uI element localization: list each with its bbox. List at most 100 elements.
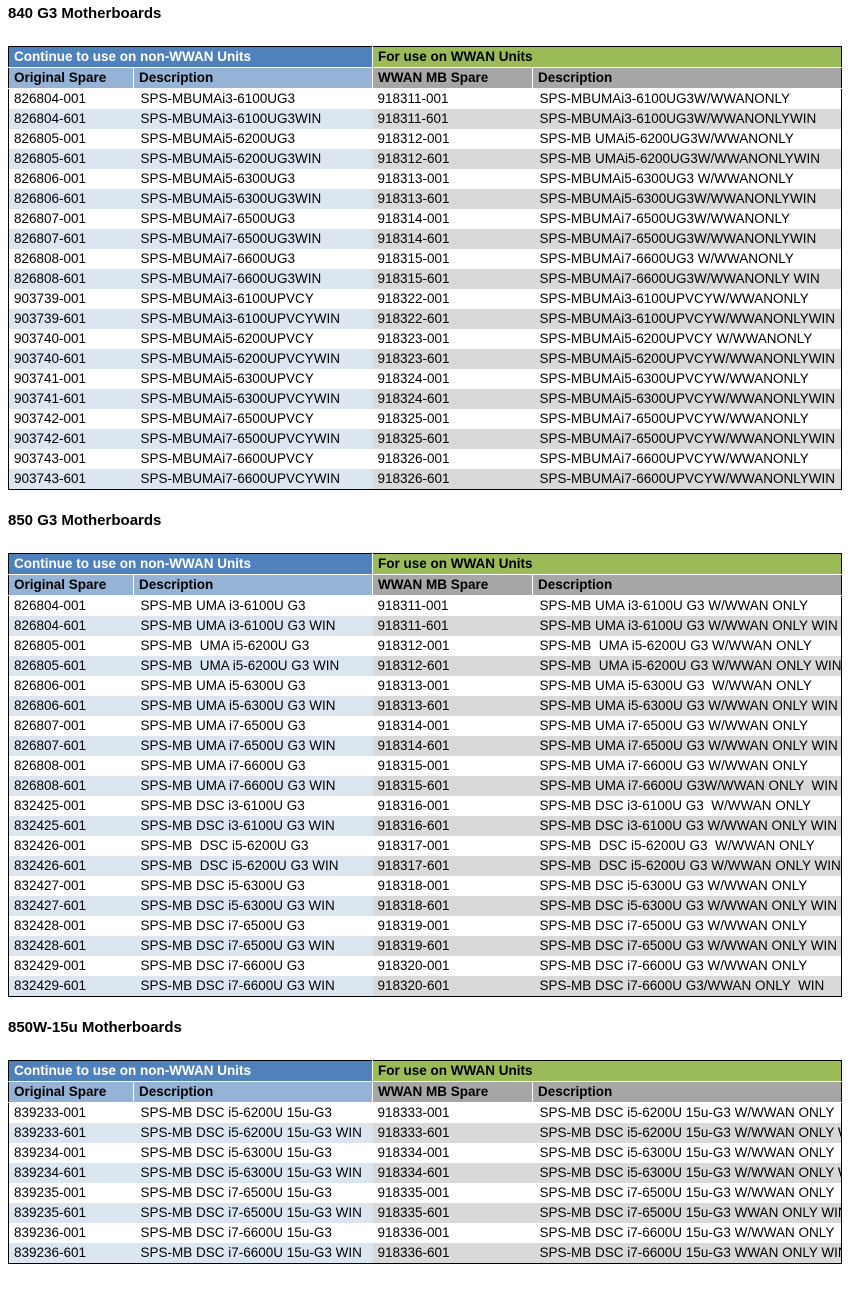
original-spare-cell: 903740-001 [8,329,134,349]
description-cell: SPS-MBUMAi7-6500UPVCY [133,409,373,429]
wwan-mb-spare-cell: 918314-001 [372,716,533,736]
wwan-mb-spare-cell: 918322-001 [372,289,533,309]
table-row: 903742-601 SPS-MBUMAi7-6500UPVCYWIN 918325… [8,429,842,449]
description-cell: SPS-MBUMAi7-6600UG3 [133,249,373,269]
wwan-description-cell: SPS-MB UMAi5-6200UG3W/WWANONLY [532,129,842,149]
original-spare-cell: 826807-001 [8,716,134,736]
description-cell: SPS-MBUMAi5-6200UPVCYWIN [133,349,373,369]
wwan-description-cell: SPS-MB UMA i5-6300U G3 W/WWAN ONLY WIN [532,696,842,716]
wwan-description-cell: SPS-MB DSC i7-6600U 15u-G3 WWAN ONLY WIN [532,1243,842,1264]
table-row: 832425-601 SPS-MB DSC i3-6100U G3 WIN 9183… [8,816,842,836]
description-cell: SPS-MBUMAi7-6600UPVCYWIN [133,469,373,490]
wwan-description-cell: SPS-MB DSC i3-6100U G3 W/WWAN ONLY WIN [532,816,842,836]
original-spare-cell: 826808-001 [8,756,134,776]
wwan-mb-spare-cell: 918315-001 [372,249,533,269]
wwan-description-cell: SPS-MBUMAi7-6600UPVCYW/WWANONLYWIN [532,469,842,490]
table-body: 839233-001 SPS-MB DSC i5-6200U 15u-G3 9183… [8,1102,842,1264]
table-row: 826804-001 SPS-MB UMA i3-6100U G3 918311-0… [8,595,842,616]
table-row: 903740-001 SPS-MBUMAi5-6200UPVCY 918323-00… [8,329,842,349]
column-header-row: Original Spare Description WWAN MB Spare… [8,67,842,89]
wwan-mb-spare-cell: 918317-601 [372,856,533,876]
column-header-description-left: Description [133,67,373,89]
wwan-description-cell: SPS-MB UMA i3-6100U G3 W/WWAN ONLY [532,595,842,616]
description-cell: SPS-MB UMA i3-6100U G3 [133,595,373,616]
wwan-mb-spare-cell: 918314-001 [372,209,533,229]
description-cell: SPS-MBUMAi5-6300UPVCY [133,369,373,389]
wwan-description-cell: SPS-MBUMAi5-6300UPVCYW/WWANONLY [532,369,842,389]
wwan-mb-spare-cell: 918313-001 [372,676,533,696]
table-row: 832426-001 SPS-MB DSC i5-6200U G3 918317-0… [8,836,842,856]
wwan-mb-spare-cell: 918318-601 [372,896,533,916]
original-spare-cell: 839234-601 [8,1163,134,1183]
wwan-description-cell: SPS-MBUMAi3-6100UG3W/WWANONLY [532,88,842,109]
table-row: 903741-601 SPS-MBUMAi5-6300UPVCYWIN 918324… [8,389,842,409]
original-spare-cell: 832429-601 [8,976,134,997]
table-header: Continue to use on non-WWAN Units For us… [8,553,842,596]
description-cell: SPS-MBUMAi5-6300UPVCYWIN [133,389,373,409]
wwan-mb-spare-cell: 918333-001 [372,1102,533,1123]
description-cell: SPS-MBUMAi3-6100UPVCY [133,289,373,309]
table-row: 832428-001 SPS-MB DSC i7-6500U G3 918319-0… [8,916,842,936]
table-row: 826806-001 SPS-MB UMA i5-6300U G3 918313-0… [8,676,842,696]
description-cell: SPS-MB UMA i7-6500U G3 [133,716,373,736]
table-body: 826804-001 SPS-MBUMAi3-6100UG3 918311-001 S… [8,88,842,490]
original-spare-cell: 839235-601 [8,1203,134,1223]
original-spare-cell: 839236-001 [8,1223,134,1243]
wwan-description-cell: SPS-MBUMAi5-6300UG3 W/WWANONLY [532,169,842,189]
description-cell: SPS-MBUMAi7-6600UG3WIN [133,269,373,289]
description-cell: SPS-MB DSC i7-6600U 15u-G3 [133,1223,373,1243]
wwan-mb-spare-cell: 918311-601 [372,109,533,129]
description-cell: SPS-MBUMAi7-6500UG3WIN [133,229,373,249]
original-spare-cell: 826808-601 [8,269,134,289]
wwan-mb-spare-cell: 918311-001 [372,595,533,616]
description-cell: SPS-MB DSC i3-6100U G3 WIN [133,816,373,836]
wwan-mb-spare-cell: 918323-601 [372,349,533,369]
original-spare-cell: 826805-001 [8,636,134,656]
wwan-description-cell: SPS-MB DSC i7-6600U G3 W/WWAN ONLY [532,956,842,976]
section-840-g3: 840 G3 Motherboards Continue to use on n… [8,5,842,490]
description-cell: SPS-MBUMAi7-6600UPVCY [133,449,373,469]
wwan-description-cell: SPS-MB DSC i5-6300U 15u-G3 W/WWAN ONLY [532,1143,842,1163]
wwan-mb-spare-cell: 918334-601 [372,1163,533,1183]
description-cell: SPS-MB DSC i7-6500U 15u-G3 WIN [133,1203,373,1223]
table-row: 826806-601 SPS-MB UMA i5-6300U G3 WIN 9183… [8,696,842,716]
original-spare-cell: 903743-601 [8,469,134,490]
wwan-mb-spare-cell: 918335-001 [372,1183,533,1203]
wwan-description-cell: SPS-MB DSC i7-6500U G3 W/WWAN ONLY WIN [532,936,842,956]
wwan-description-cell: SPS-MB UMA i7-6500U G3 W/WWAN ONLY [532,716,842,736]
column-header-wwan-mb-spare: WWAN MB Spare [372,574,533,596]
table-row: 826806-001 SPS-MBUMAi5-6300UG3 918313-001 S… [8,169,842,189]
original-spare-cell: 832426-001 [8,836,134,856]
description-cell: SPS-MB UMA i3-6100U G3 WIN [133,616,373,636]
table-row: 839236-601 SPS-MB DSC i7-6600U 15u-G3 WIN… [8,1243,842,1264]
description-cell: SPS-MBUMAi5-6300UG3WIN [133,189,373,209]
original-spare-cell: 826805-001 [8,129,134,149]
wwan-mb-spare-cell: 918326-001 [372,449,533,469]
description-cell: SPS-MBUMAi7-6500UG3 [133,209,373,229]
description-cell: SPS-MB DSC i7-6600U 15u-G3 WIN [133,1243,373,1264]
wwan-description-cell: SPS-MBUMAi7-6600UG3 W/WWANONLY [532,249,842,269]
wwan-description-cell: SPS-MB DSC i5-6200U 15u-G3 W/WWAN ONLY W… [532,1123,842,1143]
column-header-description-right: Description [532,1081,842,1103]
page-title: 840 G3 Motherboards [8,5,162,22]
original-spare-cell: 839233-601 [8,1123,134,1143]
wwan-mb-spare-cell: 918312-001 [372,129,533,149]
table-row: 826804-601 SPS-MBUMAi3-6100UG3WIN 918311-6… [8,109,842,129]
description-cell: SPS-MBUMAi3-6100UG3 [133,88,373,109]
wwan-mb-spare-cell: 918323-001 [372,329,533,349]
description-cell: SPS-MBUMAi5-6200UG3 [133,129,373,149]
wwan-mb-spare-cell: 918319-001 [372,916,533,936]
original-spare-cell: 903739-601 [8,309,134,329]
table-row: 839234-001 SPS-MB DSC i5-6300U 15u-G3 9183… [8,1143,842,1163]
wwan-description-cell: SPS-MBUMAi3-6100UG3W/WWANONLYWIN [532,109,842,129]
original-spare-cell: 903740-601 [8,349,134,369]
wwan-description-cell: SPS-MB DSC i3-6100U G3 W/WWAN ONLY [532,796,842,816]
table-row: 832428-601 SPS-MB DSC i7-6500U G3 WIN 9183… [8,936,842,956]
description-cell: SPS-MB DSC i7-6500U G3 [133,916,373,936]
original-spare-cell: 832428-601 [8,936,134,956]
wwan-mb-spare-cell: 918335-601 [372,1203,533,1223]
wwan-description-cell: SPS-MB UMA i3-6100U G3 W/WWAN ONLY WIN [532,616,842,636]
wwan-mb-spare-cell: 918317-001 [372,836,533,856]
table-body: 826804-001 SPS-MB UMA i3-6100U G3 918311-0… [8,595,842,997]
wwan-mb-spare-cell: 918316-001 [372,796,533,816]
